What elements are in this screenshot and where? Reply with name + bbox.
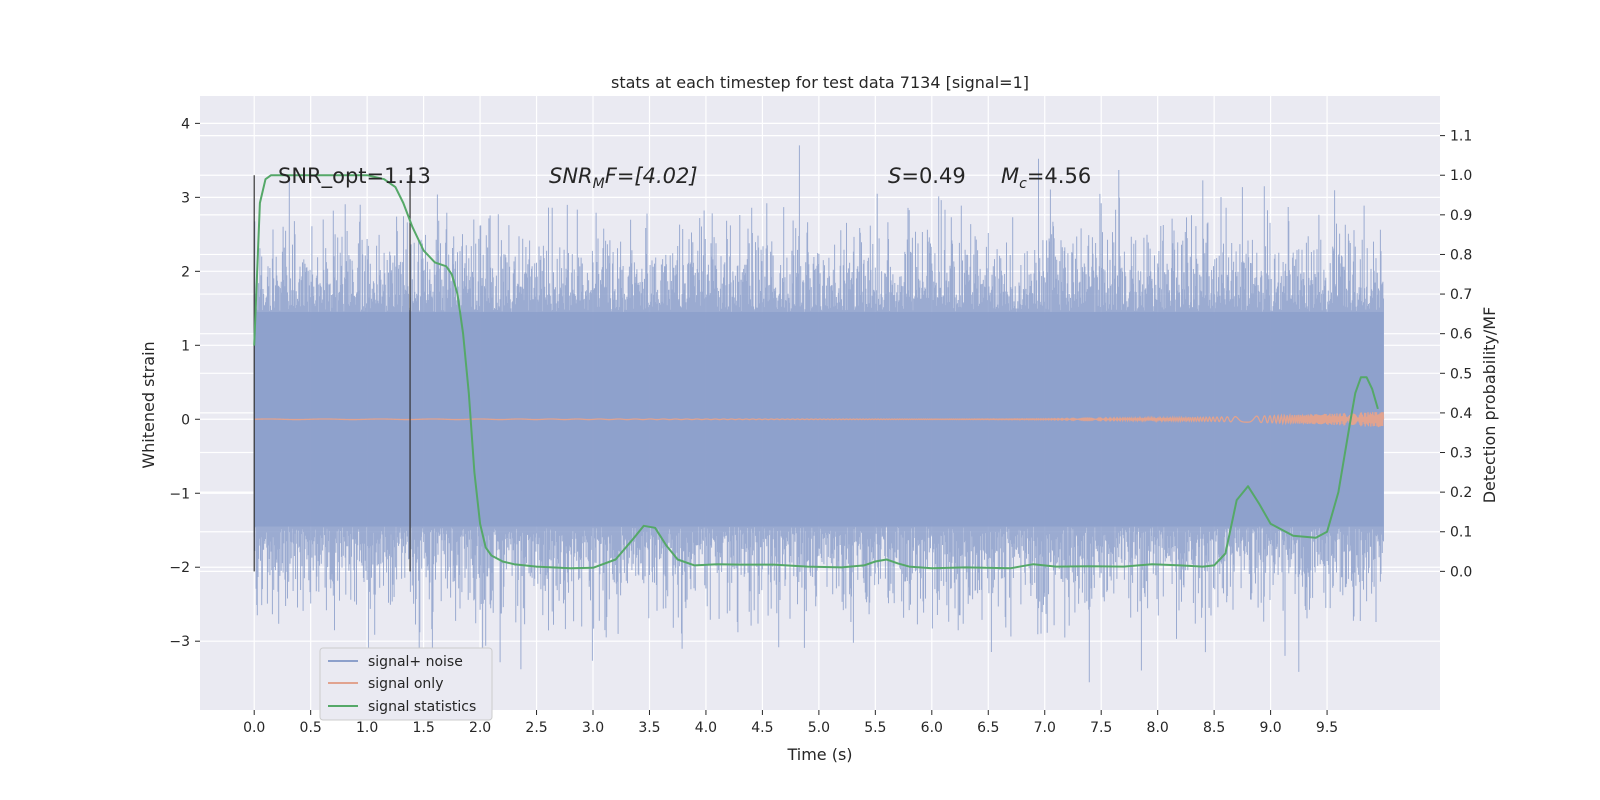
y2-tick-3: 0.3 xyxy=(1450,446,1472,462)
mc-val: =4.56 xyxy=(1027,164,1091,188)
snr-mf-var: SNR xyxy=(549,164,593,188)
snr-mf-sub: M xyxy=(593,176,605,192)
y2-tick-0: 0.0 xyxy=(1450,564,1472,580)
x-tick-2: 1.0 xyxy=(356,720,378,736)
vertical-markers xyxy=(253,175,411,572)
x-tick-5: 2.5 xyxy=(525,720,547,736)
signal-only-trace xyxy=(254,411,1385,428)
signal-statistics-series xyxy=(253,174,1379,570)
x-tick-14: 7.0 xyxy=(1034,720,1056,736)
y-tick-2: −1 xyxy=(169,486,190,502)
annotation-snr-opt: SNR_opt=1.13 xyxy=(278,164,431,189)
legend-label-signal: signal only xyxy=(368,676,443,692)
x-tick-1: 0.5 xyxy=(300,720,322,736)
x-tick-13: 6.5 xyxy=(977,720,999,736)
legend: signal+ noise signal only signal statist… xyxy=(319,647,493,721)
x-tick-10: 5.0 xyxy=(808,720,830,736)
legend-label-noise: signal+ noise xyxy=(368,654,463,670)
y2-tick-1: 0.1 xyxy=(1450,525,1472,541)
y2-tick-8: 0.8 xyxy=(1450,247,1472,263)
y-tick-6: 3 xyxy=(181,190,190,206)
annotations: SNR_opt=1.13 SNRMF=[4.02] S=0.49 Mc=4.56 xyxy=(278,164,1091,192)
x-tick-11: 5.5 xyxy=(864,720,886,736)
y2-tick-9: 0.9 xyxy=(1450,208,1472,224)
x-tick-9: 4.5 xyxy=(751,720,773,736)
x-tick-3: 1.5 xyxy=(412,720,434,736)
signal-statistics-line xyxy=(253,174,1379,570)
y-tick-0: −3 xyxy=(169,634,190,650)
y-tick-5: 2 xyxy=(181,264,190,280)
y-tick-3: 0 xyxy=(181,412,190,428)
s-val: =0.49 xyxy=(901,164,965,188)
legend-box xyxy=(319,647,493,721)
x-axis-title: Time (s) xyxy=(786,745,852,764)
mc-sub: c xyxy=(1019,176,1027,192)
y2-tick-6: 0.6 xyxy=(1450,327,1472,343)
signal-only-series xyxy=(254,411,1385,428)
x-tick-17: 8.5 xyxy=(1203,720,1225,736)
x-tick-16: 8.0 xyxy=(1147,720,1169,736)
annotation-snr-mf: SNRMF=[4.02] xyxy=(549,164,698,192)
y-axis-title: Whitened strain xyxy=(139,341,158,468)
x-tick-18: 9.0 xyxy=(1259,720,1281,736)
y2-tick-4: 0.4 xyxy=(1450,406,1472,422)
x-tick-15: 7.5 xyxy=(1090,720,1112,736)
y2-tick-7: 0.7 xyxy=(1450,287,1472,303)
x-tick-12: 6.0 xyxy=(921,720,943,736)
annotation-s: S=0.49 xyxy=(888,164,966,188)
chart-title: stats at each timestep for test data 713… xyxy=(611,73,1029,92)
y2-tick-2: 0.2 xyxy=(1450,485,1472,501)
snr-mf-rest: F=[4.02] xyxy=(605,164,698,188)
tick-labels: 0.0 0.5 1.0 1.5 2.0 2.5 3.0 3.5 4.0 4.5 5.0 5.5 6.0 6… xyxy=(169,116,1472,736)
annotation-mc: Mc=4.56 xyxy=(1001,164,1091,192)
y-tick-4: 1 xyxy=(181,338,190,354)
y2-axis-title: Detection probability/MF xyxy=(1480,307,1499,504)
y2-tick-10: 1.0 xyxy=(1450,168,1472,184)
x-tick-4: 2.0 xyxy=(469,720,491,736)
y2-tick-5: 0.5 xyxy=(1450,366,1472,382)
x-tick-19: 9.5 xyxy=(1316,720,1338,736)
x-tick-7: 3.5 xyxy=(638,720,660,736)
y-tick-7: 4 xyxy=(181,116,190,132)
x-tick-0: 0.0 xyxy=(243,720,265,736)
s-var: S xyxy=(888,164,901,188)
x-tick-8: 4.0 xyxy=(695,720,717,736)
x-tick-6: 3.0 xyxy=(582,720,604,736)
y-tick-1: −2 xyxy=(169,560,190,576)
y2-tick-11: 1.1 xyxy=(1450,129,1472,145)
mc-var: M xyxy=(1001,164,1019,188)
legend-label-stats: signal statistics xyxy=(368,699,476,715)
